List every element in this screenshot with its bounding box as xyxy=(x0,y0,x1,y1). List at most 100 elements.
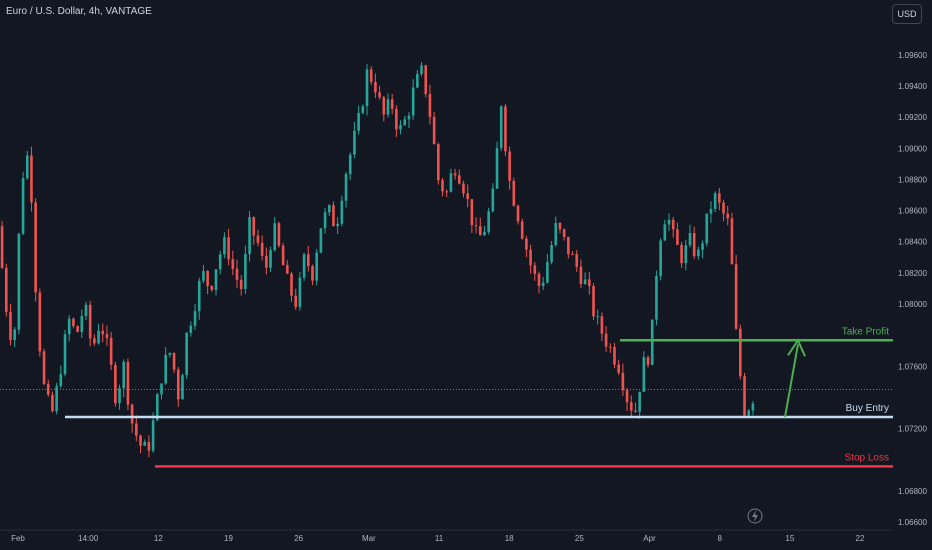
level-name-label: Stop Loss xyxy=(845,452,889,463)
projection-arrow-head xyxy=(787,338,806,357)
candle-body xyxy=(239,279,243,289)
candle-body xyxy=(273,223,277,251)
candle-body xyxy=(9,311,12,340)
candle-body xyxy=(88,304,92,339)
candle-body xyxy=(608,346,612,348)
y-tick-label: 1.08400 xyxy=(898,238,927,247)
candle-body xyxy=(114,364,117,404)
candle-body xyxy=(67,318,71,335)
candle-body xyxy=(181,375,184,400)
candle-body xyxy=(743,376,746,416)
candle-body xyxy=(646,357,650,365)
candle-body xyxy=(671,219,675,230)
candle-body xyxy=(650,319,654,365)
candle-body xyxy=(713,193,717,209)
candle-body xyxy=(172,352,176,370)
x-tick-label: Mar xyxy=(362,534,376,543)
candle-body xyxy=(688,233,692,246)
x-tick-label: 8 xyxy=(717,534,722,543)
candle-body xyxy=(504,106,507,152)
candle-body xyxy=(617,364,620,373)
candle-body xyxy=(600,316,604,334)
candle-body xyxy=(76,326,79,332)
candle-body xyxy=(298,277,302,307)
candle-body xyxy=(491,188,495,212)
currency-button[interactable]: USD xyxy=(892,4,922,24)
candle-body xyxy=(252,217,256,236)
symbol-title: Euro / U.S. Dollar, 4h, VANTAGE xyxy=(6,6,152,17)
candle-body xyxy=(369,69,373,82)
candle-body xyxy=(697,249,700,257)
candle-body xyxy=(357,113,360,131)
candle-body xyxy=(55,386,58,412)
candle-body xyxy=(516,205,520,222)
candle-body xyxy=(445,191,449,193)
x-tick-label: 14:00 xyxy=(78,534,99,543)
candle-body xyxy=(575,254,579,267)
candle-body xyxy=(508,151,511,181)
price-axis[interactable]: 1.09600 1.09400 1.09200 1.09000 1.08800 1.086… xyxy=(893,0,932,550)
candle-body xyxy=(390,99,394,109)
candle-body xyxy=(155,394,159,421)
x-tick-label: 15 xyxy=(785,534,794,543)
candle-body xyxy=(692,233,696,257)
x-tick-label: Apr xyxy=(643,534,656,543)
candle-body xyxy=(525,238,528,250)
candle-body xyxy=(718,193,721,203)
candle-body xyxy=(227,237,230,260)
candle-body xyxy=(105,334,109,338)
candle-body xyxy=(122,361,126,389)
candle-body xyxy=(332,205,335,227)
candle-body xyxy=(579,266,583,284)
candle-body xyxy=(378,92,381,98)
candle-body xyxy=(260,242,264,256)
candle-body xyxy=(416,74,419,88)
candle-body xyxy=(17,233,21,330)
candle-body xyxy=(583,279,587,284)
candle-body xyxy=(613,346,616,365)
time-axis[interactable]: Feb 14:00 12 19 26 Mar 11 18 25 Apr 8 15 22 xyxy=(0,508,893,543)
y-tick-label: 1.06800 xyxy=(898,487,927,496)
x-tick-label: 22 xyxy=(856,534,865,543)
x-tick-label: 18 xyxy=(505,534,514,543)
candle-body xyxy=(336,223,339,227)
x-tick-label: 12 xyxy=(154,534,163,543)
candle-body xyxy=(407,115,411,120)
candle-body xyxy=(361,106,365,114)
candle-body xyxy=(281,245,285,266)
candle-body xyxy=(197,280,201,312)
candle-body xyxy=(4,267,8,312)
bolt-icon-glyph xyxy=(752,510,758,522)
candle-body xyxy=(533,265,537,274)
candle-body xyxy=(483,231,486,236)
y-tick-label: 1.08200 xyxy=(898,269,927,278)
candle-body xyxy=(168,352,172,355)
candle-body xyxy=(319,228,323,253)
candle-body xyxy=(126,361,130,405)
candle-body xyxy=(218,254,222,270)
candle-body xyxy=(470,199,474,226)
candle-body xyxy=(457,175,461,184)
price-axis-background xyxy=(893,0,932,550)
x-tick-label: 19 xyxy=(224,534,233,543)
candle-body xyxy=(202,270,205,281)
candle-body xyxy=(638,391,641,412)
candle-body xyxy=(84,304,88,317)
candle-body xyxy=(294,295,298,307)
candle-body xyxy=(567,236,570,255)
candle-body xyxy=(709,208,713,214)
candle-body xyxy=(176,369,180,400)
x-tick-label: Feb xyxy=(11,534,25,543)
candle-body xyxy=(629,402,633,411)
candle-body xyxy=(495,148,499,189)
candle-body xyxy=(424,65,428,94)
candle-body xyxy=(97,330,100,344)
candle-body xyxy=(223,237,226,255)
candle-body xyxy=(588,279,591,286)
y-tick-label: 1.08600 xyxy=(898,207,927,216)
candle-body xyxy=(705,213,709,244)
candle-body xyxy=(277,223,281,246)
candle-body xyxy=(34,202,37,293)
projection-arrow-shaft xyxy=(784,344,799,418)
